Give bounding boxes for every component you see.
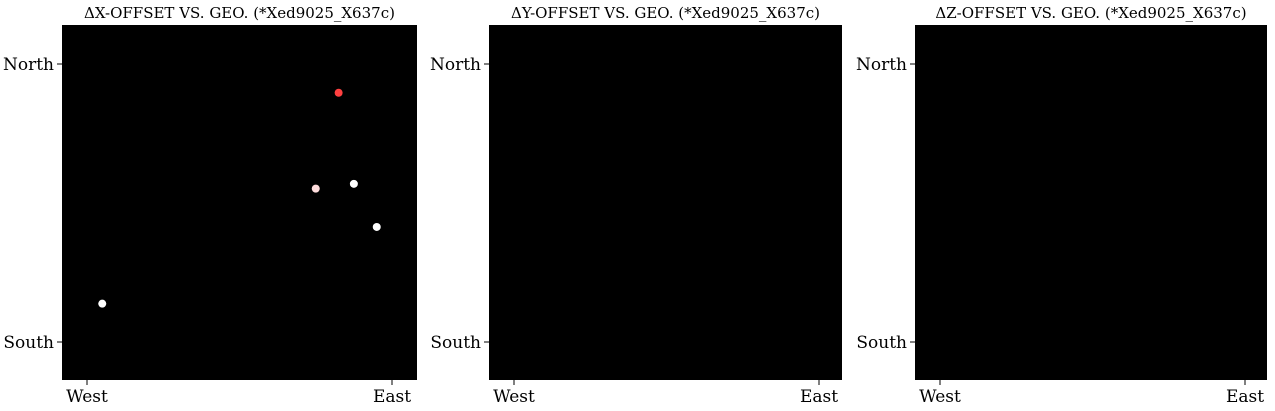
data-point — [311, 184, 320, 193]
x-tick-label: West — [66, 387, 108, 407]
x-tick-label: East — [373, 387, 411, 407]
y-tick-label: North — [3, 55, 54, 75]
y-tick-label: South — [856, 333, 907, 353]
y-tick-label: North — [856, 55, 907, 75]
chart-title: ΔY-OFFSET VS. GEO. (*Xed9025_X637c) — [511, 4, 820, 22]
plot-area — [62, 25, 417, 380]
chart-title: ΔX-OFFSET VS. GEO. (*Xed9025_X637c) — [84, 4, 395, 22]
x-tick-label: West — [919, 387, 961, 407]
x-tick-label: East — [800, 387, 838, 407]
y-tick-label: South — [3, 333, 54, 353]
data-point — [349, 179, 358, 188]
data-point — [98, 299, 107, 308]
y-tick-label: South — [430, 333, 481, 353]
y-tick-label: North — [430, 55, 481, 75]
plot-area — [915, 25, 1267, 380]
chart-panel-3: ΔZ-OFFSET VS. GEO. (*Xed9025_X637c) West E… — [856, 4, 1267, 407]
data-point — [334, 88, 343, 97]
chart-panel-1: ΔX-OFFSET VS. GEO. (*Xed9025_X637c) West E… — [3, 4, 417, 407]
plot-area — [489, 25, 842, 380]
data-point — [372, 222, 381, 231]
x-tick-label: West — [493, 387, 535, 407]
chart-panel-2: ΔY-OFFSET VS. GEO. (*Xed9025_X637c) West E… — [430, 4, 842, 407]
chart-title: ΔZ-OFFSET VS. GEO. (*Xed9025_X637c) — [935, 4, 1246, 22]
x-tick-label: East — [1226, 387, 1264, 407]
